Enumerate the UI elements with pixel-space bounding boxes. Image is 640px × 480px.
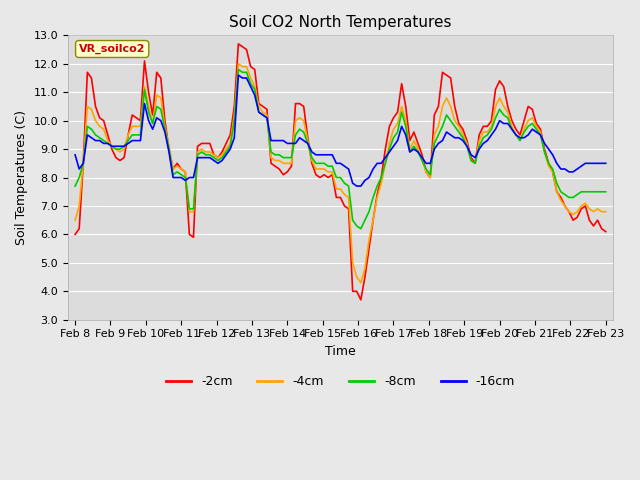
Legend: -2cm, -4cm, -8cm, -16cm: -2cm, -4cm, -8cm, -16cm — [161, 370, 520, 393]
Title: Soil CO2 North Temperatures: Soil CO2 North Temperatures — [229, 15, 452, 30]
Y-axis label: Soil Temperatures (C): Soil Temperatures (C) — [15, 110, 28, 245]
Text: VR_soilco2: VR_soilco2 — [79, 44, 145, 54]
X-axis label: Time: Time — [325, 345, 356, 358]
